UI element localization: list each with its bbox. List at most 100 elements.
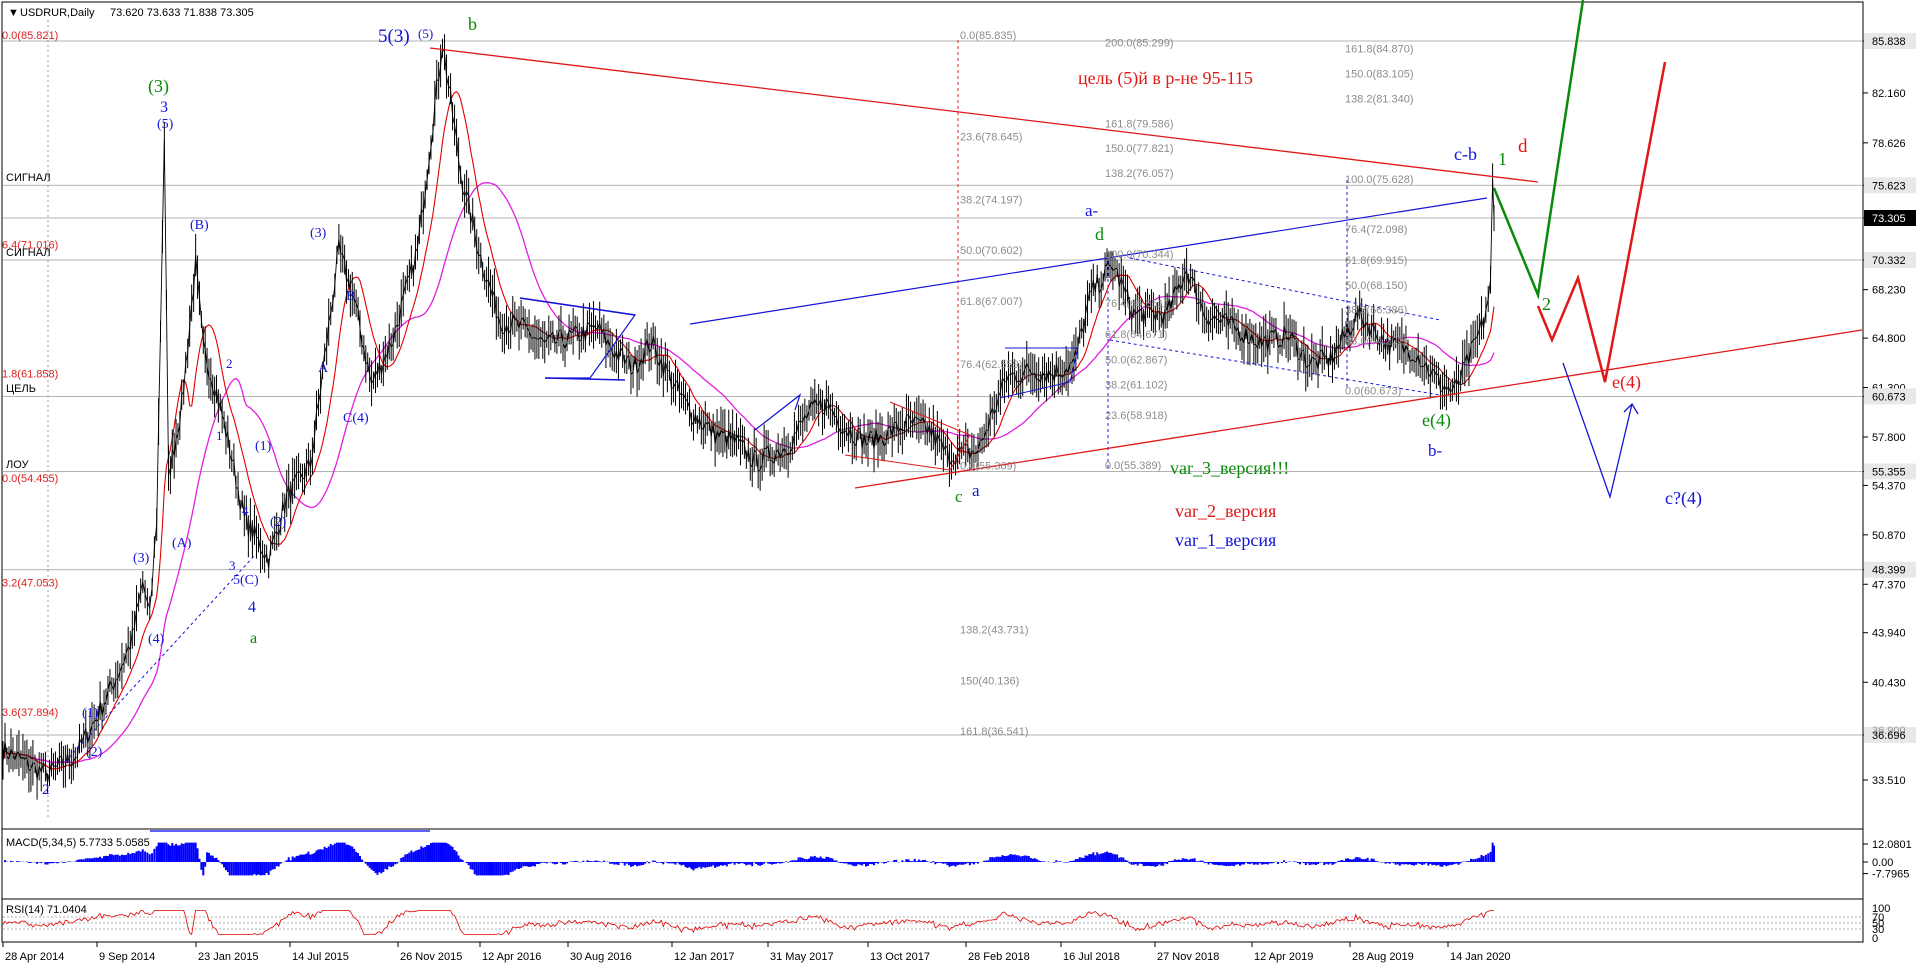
wave-A-paren: (A) [172, 536, 192, 551]
fib-label-mid2: 138.2(76.057) [1105, 168, 1174, 180]
wave-3-paren-green: (3) [148, 76, 169, 97]
symbol-dropdown-icon[interactable]: ▼ [8, 7, 19, 19]
rsi-tick-label: 100 [1872, 903, 1890, 915]
time-tick-label: 28 Aug 2019 [1352, 951, 1414, 963]
label-signal-lower: СИГНАЛ [6, 247, 51, 259]
price-tick-label: 68.230 [1872, 285, 1906, 297]
time-tick-label: 30 Aug 2016 [570, 951, 632, 963]
price-tick-label: 43.940 [1872, 628, 1906, 640]
fib-label-mid2: 23.6(58.918) [1105, 410, 1167, 422]
box-blue-2016-bottom [544, 377, 626, 381]
time-tick-label: 9 Sep 2014 [99, 951, 155, 963]
fib-label-right: 38.2(66.386) [1345, 305, 1407, 317]
forecast-blue-path [1562, 362, 1633, 500]
fib-label-mid: 61.8(67.007) [960, 296, 1022, 308]
price-scale[interactable]: 85.838 82.160 78.626 75.623 73.305 70.332 68.2… [1863, 33, 1916, 787]
price-tick-label: 48.399 [1872, 565, 1906, 577]
price-tick-label: 78.626 [1872, 138, 1906, 150]
var2-label: var_2_версия [1175, 501, 1276, 521]
price-tick-label: 33.510 [1872, 775, 1906, 787]
rsi-title: RSI(14) 71.0404 [6, 904, 87, 916]
time-tick-label: 13 Oct 2017 [870, 951, 930, 963]
fib-label-mid2: 150.0(77.821) [1105, 143, 1174, 155]
wave-2-paren: (2) [86, 745, 103, 760]
label-target: ЦЕЛЬ [6, 383, 36, 395]
rsi-line [2, 910, 1862, 936]
flag-blue-2017 [754, 393, 802, 431]
var1-label: var_1_версия [1175, 530, 1276, 550]
fib-label-left: 0.0(54.455) [2, 473, 58, 485]
wave-B-small: B [346, 289, 355, 304]
wave-c-question-4: c?(4) [1665, 488, 1702, 509]
fib-label-mid: 38.2(74.197) [960, 194, 1022, 206]
fib-label-right: 150.0(83.105) [1345, 69, 1414, 81]
price-tick-label: 54.370 [1872, 480, 1906, 492]
current-price-box [1864, 209, 1916, 226]
fib-label-mid2: 61.8(64.671) [1105, 329, 1167, 341]
fib-label-mid: 0.0(85.835) [960, 30, 1016, 42]
fib-label-right: 0.0(60.673) [1345, 385, 1401, 397]
wave-b-green: b [468, 14, 477, 34]
channel-blue-dashed-upper [1129, 257, 1441, 321]
wave-d-red: d [1518, 136, 1528, 157]
price-tick-label: 55.355 [1872, 466, 1906, 478]
macd-tick-label: 12.0801 [1872, 839, 1912, 851]
wave-c-b: c-b [1454, 144, 1477, 164]
fib-label-mid: 138.2(43.731) [960, 625, 1029, 637]
fib-label-left: 1.8(61.858) [2, 369, 58, 381]
fib-label-right: 61.8(69.915) [1345, 255, 1407, 267]
wave-1-green: 1 [1498, 149, 1507, 169]
wave-3-paren-c: (3) [310, 226, 327, 241]
fib-label-right: 138.2(81.340) [1345, 94, 1414, 106]
macd-tick-label: 0.00 [1872, 857, 1893, 869]
level-price-box [1864, 251, 1916, 268]
price-series [2, 34, 1495, 800]
ohlc-readout: 73.620 73.633 71.838 73.305 [110, 7, 254, 19]
target-text: цель (5)й в р-не 95-115 [1078, 68, 1253, 89]
time-tick-label: 23 Jan 2015 [198, 951, 259, 963]
level-price-box [1864, 388, 1916, 405]
wave-4-small: 4 [242, 503, 249, 518]
var3-label: var_3_версия!!! [1170, 458, 1289, 478]
forecast-blue-arrowhead [1623, 402, 1639, 415]
wave-3-paren-blue: (3) [133, 551, 150, 566]
price-tick-label: 60.673 [1872, 391, 1906, 403]
fib-label-mid2: 161.8(79.586) [1105, 118, 1174, 130]
fibonacci-labels: 0.0(85.821) 6.4(71.016) 1.8(61.858) 0.0(54.… [2, 30, 1414, 738]
time-tick-label: 28 Apr 2014 [5, 951, 64, 963]
wave-2-green: 2 [1542, 294, 1551, 314]
time-tick-label: 16 Jul 2018 [1063, 951, 1120, 963]
wave-a-blue: a [972, 481, 980, 500]
price-tick-label: 75.623 [1872, 180, 1906, 192]
wave-3-blue: 3 [160, 99, 168, 116]
fib-label-left: 0.0(85.821) [2, 30, 58, 42]
level-price-box [1864, 33, 1916, 49]
fib-label-right: 50.0(68.150) [1345, 280, 1407, 292]
trendline-blue-dashed-left [64, 554, 256, 763]
wave-2-small: 2 [226, 356, 233, 371]
fib-label-left: 3.6(37.894) [2, 707, 58, 719]
price-tick-label: 82.160 [1872, 88, 1906, 100]
macd-title: MACD(5,34,5) 5.7733 5.0585 [6, 837, 150, 849]
fib-label-right: 161.8(84.870) [1345, 44, 1414, 56]
wave-e4-red: e(4) [1612, 372, 1641, 393]
fib-label-mid: 0.0(55.369) [960, 460, 1016, 472]
wave-e4-green: e(4) [1422, 410, 1451, 431]
forecast-green-path [1492, 0, 1585, 300]
wave-4-big: 4 [248, 599, 256, 616]
wave-1-paren-b: (1) [255, 439, 272, 454]
time-scale[interactable]: 28 Apr 2014 9 Sep 2014 23 Jan 2015 14 Jul 2… [2, 942, 1511, 963]
wave-3-small: 3 [229, 558, 236, 573]
symbol-title: USDRUR,Daily [20, 7, 95, 19]
wave-a-green: a [250, 630, 257, 647]
level-price-box [1864, 463, 1916, 480]
price-tick-label: 64.800 [1872, 333, 1906, 345]
ma-slow-line [2, 182, 1495, 764]
fib-label-mid2: 50.0(62.867) [1105, 354, 1167, 366]
label-signal-upper: СИГНАЛ [6, 172, 51, 184]
price-tick-label-overlap: 36.900 [1872, 725, 1906, 737]
level-price-box [1864, 727, 1916, 744]
macd-tick-label: -7.7965 [1872, 869, 1909, 881]
